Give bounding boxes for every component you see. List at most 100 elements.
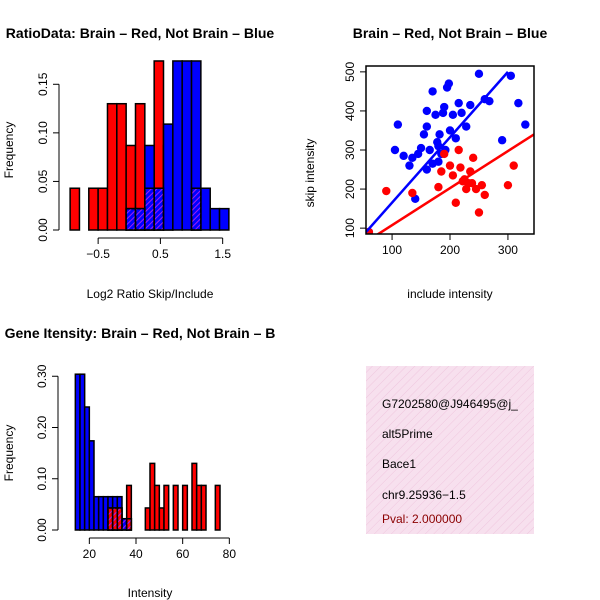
- ratio-histogram: RatioData: Brain – Red, Not Brain – Blue…: [2, 25, 274, 301]
- scatter-point: [485, 96, 494, 106]
- scatter-point: [437, 167, 446, 176]
- scatter-point: [468, 153, 478, 163]
- scatter-points: [366, 69, 534, 234]
- x-tick-label: 100: [382, 243, 402, 257]
- scatter-point: [462, 122, 471, 131]
- y-tick-label: 0.10: [35, 467, 49, 491]
- x-tick-label: 1.5: [214, 247, 231, 261]
- scatter-point: [422, 122, 432, 131]
- scatter-axes: 100 200 300 100 200 300 400 500: [343, 62, 535, 257]
- scatter-point: [457, 108, 466, 118]
- histogram-bar: [200, 484, 207, 531]
- scatter-point: [448, 110, 458, 120]
- overlap-bar: [153, 187, 165, 231]
- y-tick-label: 0.20: [35, 415, 49, 439]
- scatter-marks: [366, 69, 534, 234]
- regression-line: [366, 71, 509, 233]
- scatter-point: [399, 151, 408, 161]
- overlap-bar: [125, 207, 137, 231]
- scatter-point: [408, 188, 417, 198]
- y-tick-label: 0.05: [36, 169, 50, 193]
- y-tick-label: 0.00: [35, 518, 49, 542]
- intensity-scatter: Brain – Red, Not Brain – Blue 100 200 3001…: [303, 25, 547, 301]
- gene-xlabel: Intensity: [128, 586, 173, 600]
- info-id: G7202580@J946495@j_: [382, 397, 518, 411]
- scatter-point: [428, 87, 437, 96]
- x-tick-label: 0.5: [152, 247, 169, 261]
- scatter-point: [467, 179, 477, 188]
- scatter-point: [435, 130, 444, 139]
- scatter-point: [503, 180, 513, 190]
- histogram-bar: [214, 484, 221, 531]
- scatter-point: [456, 163, 465, 172]
- scatter-point: [425, 145, 434, 155]
- scatter-point: [419, 130, 429, 139]
- scatter-point: [448, 171, 458, 180]
- scatter-point: [466, 100, 475, 110]
- y-tick-label: 0.10: [36, 121, 50, 145]
- histogram-bar: [88, 440, 95, 531]
- x-tick-label: 40: [129, 547, 143, 561]
- x-tick-label: 60: [176, 547, 190, 561]
- y-tick-label: 0.00: [36, 218, 50, 242]
- scatter-point: [382, 186, 391, 196]
- histogram-bar: [172, 60, 183, 231]
- scatter-point: [497, 136, 507, 145]
- scatter-point: [434, 182, 443, 192]
- ratio-xlabel: Log2 Ratio Skip/Include: [87, 287, 214, 301]
- overlap-bar: [144, 187, 155, 231]
- histogram-bar: [106, 102, 118, 231]
- histogram-bar: [181, 60, 193, 231]
- histogram-bar: [162, 123, 174, 231]
- scatter-point: [390, 145, 400, 155]
- y-tick-label: 300: [343, 140, 357, 160]
- histogram-bar: [218, 207, 230, 231]
- scatter-point: [445, 126, 455, 135]
- x-tick-label: −0.5: [86, 247, 110, 261]
- y-tick-label: 0.15: [36, 72, 50, 96]
- info-location: chr9.25936−1.5: [382, 488, 466, 502]
- ratio-ylabel: Frequency: [2, 122, 16, 179]
- ratio-title: RatioData: Brain – Red, Not Brain – Blue: [6, 25, 275, 41]
- gene-bars: [74, 373, 221, 531]
- overlap-bar: [190, 187, 202, 231]
- scatter-point: [416, 143, 426, 153]
- gene-axes: 20 40 60 80 0.00 0.10 0.20 0.30: [35, 364, 236, 561]
- histogram-bar: [88, 187, 99, 231]
- scatter-point: [474, 208, 484, 217]
- scatter-point: [422, 106, 432, 116]
- regression-line: [375, 133, 534, 234]
- y-tick-label: 0.30: [35, 364, 49, 388]
- scatter-point: [454, 145, 463, 155]
- scatter-point: [445, 161, 455, 170]
- scatter-point: [521, 120, 530, 129]
- x-tick-label: 80: [223, 547, 237, 561]
- x-tick-label: 20: [83, 547, 97, 561]
- y-tick-label: 200: [343, 179, 357, 199]
- scatter-point: [451, 134, 460, 143]
- scatter-point: [434, 157, 443, 166]
- info-gene: Bace1: [382, 457, 416, 471]
- scatter-point: [477, 180, 487, 190]
- y-tick-label: 400: [343, 101, 357, 121]
- scatter-ylabel: skip intensity: [303, 139, 317, 208]
- gene-ylabel: Frequency: [2, 425, 16, 482]
- y-tick-label: 500: [343, 62, 357, 82]
- overlap-bar: [125, 517, 133, 531]
- scatter-point: [440, 149, 449, 159]
- overlap-bar: [134, 207, 146, 231]
- histogram-bar: [209, 207, 221, 231]
- scatter-point: [440, 102, 449, 112]
- x-tick-label: 200: [440, 243, 460, 257]
- histogram-bar: [181, 484, 189, 531]
- scatter-xlabel: include intensity: [407, 287, 492, 301]
- histogram-bar: [116, 102, 127, 231]
- ratio-bars: [69, 60, 230, 231]
- scatter-point: [454, 98, 463, 108]
- info-panel: G7202580@J946495@j_ alt5Prime Bace1 chr9…: [366, 366, 534, 534]
- scatter-point: [444, 79, 454, 88]
- scatter-point: [514, 98, 523, 108]
- scatter-point: [480, 190, 489, 200]
- ratio-axes: −0.5 0.5 1.5 0.00 0.05 0.10 0.15: [36, 72, 231, 261]
